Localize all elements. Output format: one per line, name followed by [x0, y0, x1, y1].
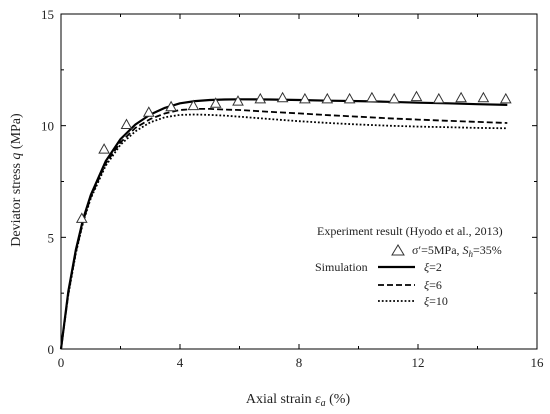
experiment-point	[388, 92, 401, 104]
x-tick-label: 4	[177, 355, 184, 370]
experiment-point	[366, 91, 378, 103]
x-axis-title-subscript: a	[321, 398, 326, 409]
experiment-point	[98, 143, 110, 154]
experiment-point	[254, 92, 267, 104]
x-tick-label: 8	[296, 355, 303, 370]
experiment-point	[432, 92, 445, 104]
experiment-point	[299, 92, 311, 104]
y-tick-label: 0	[48, 342, 55, 357]
legend-xi-symbol: ξ	[424, 260, 430, 274]
experiment-point	[209, 97, 222, 108]
legend-xi-symbol: ξ	[424, 278, 430, 292]
legend-experiment-label-tail: =35%	[473, 243, 502, 257]
experiment-point	[410, 90, 423, 102]
plot-frame	[60, 13, 538, 350]
x-axis-title-symbol: ε	[315, 392, 321, 407]
x-tick-label: 16	[531, 355, 545, 370]
series-line-xi10	[60, 113, 508, 350]
legend-experiment-label: σ′=5MPa, Sh=35%	[412, 243, 502, 259]
series-layer	[59, 90, 512, 350]
legend-label-xi10: ξ=10	[424, 294, 448, 308]
axis-ticks: 0 4 8 12 16 0 5 10 15	[41, 7, 544, 370]
legend-label-xi6: ξ=6	[424, 278, 442, 292]
experiment-point	[232, 95, 244, 106]
y-tick-label: 5	[48, 230, 55, 245]
x-axis-title-text: Axial strain	[246, 392, 315, 407]
legend-triangle-marker	[391, 244, 405, 256]
y-axis-title-text: Deviator stress	[9, 160, 24, 247]
legend-xi6-value: =6	[429, 278, 442, 292]
y-axis-title-unit: (MPa)	[9, 113, 24, 153]
plot-area	[60, 13, 538, 350]
experiment-point	[142, 106, 155, 117]
experiment-point	[321, 92, 334, 104]
experiment-point	[343, 92, 356, 104]
series-line-xi6	[60, 108, 508, 350]
y-axis-title: Deviator stress q (MPa)	[9, 113, 24, 247]
legend-experiment-header: Experiment result (Hyodo et al., 2013)	[317, 224, 503, 238]
legend-label-xi2: ξ=2	[424, 260, 442, 274]
legend: Experiment result (Hyodo et al., 2013) σ…	[315, 224, 503, 308]
experiment-point	[120, 118, 133, 129]
legend-experiment-label-h: h	[469, 249, 474, 259]
legend-experiment-label-s: S	[463, 243, 469, 257]
y-axis-title-symbol: q	[9, 153, 24, 160]
experiment-point	[455, 91, 467, 103]
x-tick-label: 0	[58, 355, 65, 370]
legend-xi2-value: =2	[429, 260, 442, 274]
legend-experiment-label-text: σ′=5MPa,	[412, 243, 463, 257]
y-tick-label: 15	[41, 7, 54, 22]
experiment-point	[276, 91, 289, 103]
x-tick-label: 12	[412, 355, 425, 370]
experiment-point	[477, 91, 490, 103]
x-axis-title-unit: (%)	[326, 392, 351, 407]
experiment-point	[499, 92, 512, 104]
experiment-point	[187, 99, 200, 111]
y-tick-label: 10	[41, 119, 54, 134]
experiment-point	[165, 100, 177, 112]
experiment-point	[75, 212, 88, 223]
legend-simulation-header: Simulation	[315, 260, 368, 274]
x-axis-title: Axial strain εa (%)	[246, 392, 351, 409]
legend-xi-symbol: ξ	[424, 294, 430, 308]
legend-xi10-value: =10	[429, 294, 448, 308]
